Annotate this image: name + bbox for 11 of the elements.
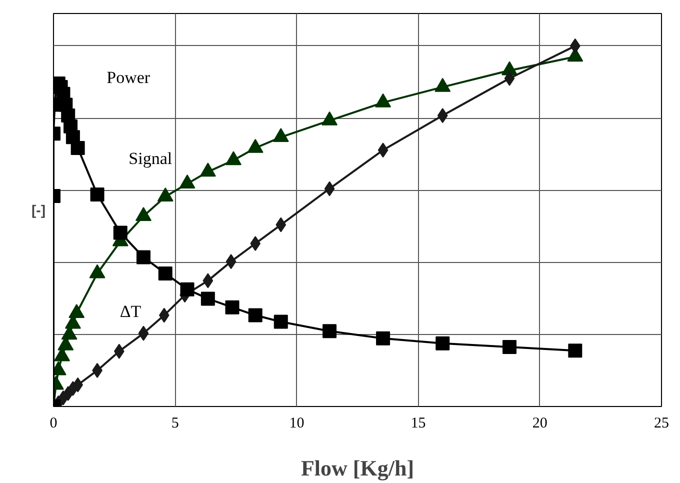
x-tick-label: 20 (532, 416, 548, 432)
x-tick-label: 15 (410, 416, 426, 432)
x-axis-title: Flow [Kg/h] (300, 456, 414, 480)
x-tick-label: 25 (654, 416, 669, 432)
text: Power (106, 68, 150, 87)
x-tick-label: 10 (289, 416, 304, 432)
x-tick-label: 5 (171, 416, 179, 432)
x-tick-label: 0 (50, 416, 58, 432)
y-axis-title: [-] (32, 202, 46, 218)
series-label: Signal (128, 149, 172, 168)
series-label: ΔT (120, 302, 142, 321)
